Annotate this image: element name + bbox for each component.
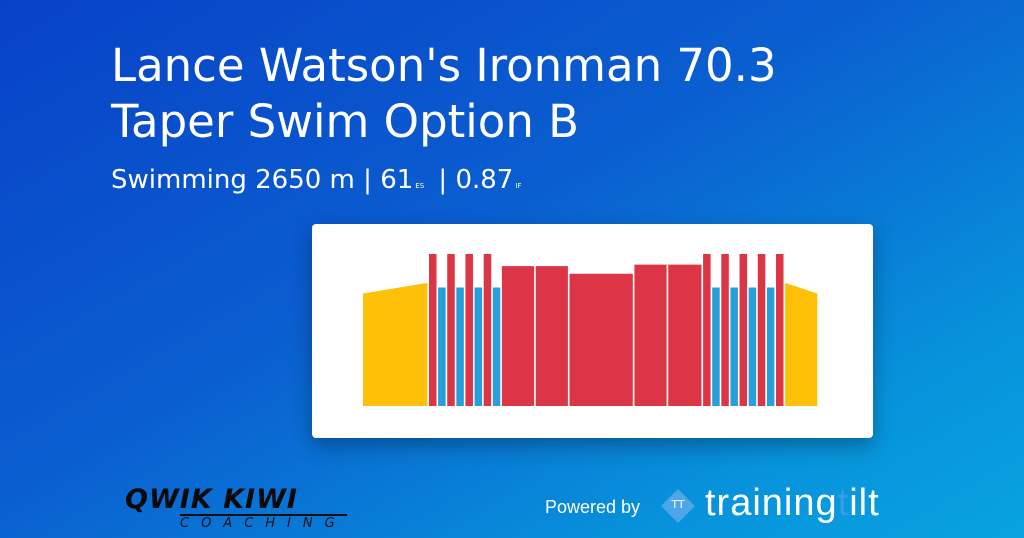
- segment-interval: [428, 254, 437, 406]
- workout-chart-card: [312, 224, 873, 438]
- brand-part: t: [837, 482, 850, 524]
- segment-interval: [703, 254, 711, 406]
- segment-interval: [721, 254, 729, 406]
- trainingtilt-logo: trainingtilt: [705, 482, 880, 525]
- segment-interval: [757, 254, 766, 406]
- segment-interval: [739, 254, 748, 406]
- segment-interval: [483, 254, 492, 406]
- segment-recovery: [730, 287, 738, 406]
- brand-part: training: [705, 482, 838, 524]
- if-value: 0.87: [455, 165, 514, 195]
- segment-interval: [465, 254, 473, 406]
- es-label: ES: [415, 182, 425, 190]
- segment-interval: [447, 254, 455, 406]
- title-line-1: Lance Watson's Ironman 70.3: [111, 39, 777, 92]
- logo-line-2: COACHING: [180, 514, 347, 531]
- segment-interval: [569, 273, 633, 406]
- separator: |: [438, 165, 448, 195]
- segment-cooldown: [785, 282, 818, 406]
- brand-part: ilt: [849, 482, 880, 524]
- workout-chart: [363, 254, 818, 406]
- if-label: IF: [515, 182, 522, 190]
- segment-interval: [501, 266, 535, 406]
- logo-line-1: QWIK KIWI: [125, 484, 298, 515]
- segment-recovery: [438, 287, 446, 406]
- trainingtilt-icon: TT: [660, 488, 696, 524]
- separator: |: [363, 165, 372, 195]
- sport-distance: Swimming 2650 m: [111, 165, 355, 195]
- workout-summary: Swimming 2650 m | 61 ES | 0.87 IF: [111, 165, 527, 195]
- segment-interval: [775, 254, 784, 406]
- segment-recovery: [712, 287, 720, 406]
- segment-recovery: [474, 287, 483, 406]
- segment-interval: [668, 264, 702, 406]
- es-value: 61: [380, 165, 414, 195]
- brand-icon-text: TT: [671, 498, 685, 511]
- segment-recovery: [766, 287, 775, 406]
- workout-title: Lance Watson's Ironman 70.3 Taper Swim O…: [111, 38, 777, 150]
- segment-interval: [535, 266, 568, 406]
- segment-interval: [634, 264, 667, 406]
- title-line-2: Taper Swim Option B: [111, 95, 580, 148]
- segment-recovery: [748, 287, 757, 406]
- qwik-kiwi-logo: QWIK KIWI COACHING: [125, 486, 347, 531]
- segment-recovery: [456, 287, 464, 406]
- segment-warmup: [363, 282, 428, 406]
- powered-by-label: Powered by: [545, 497, 641, 517]
- segment-recovery: [492, 287, 501, 406]
